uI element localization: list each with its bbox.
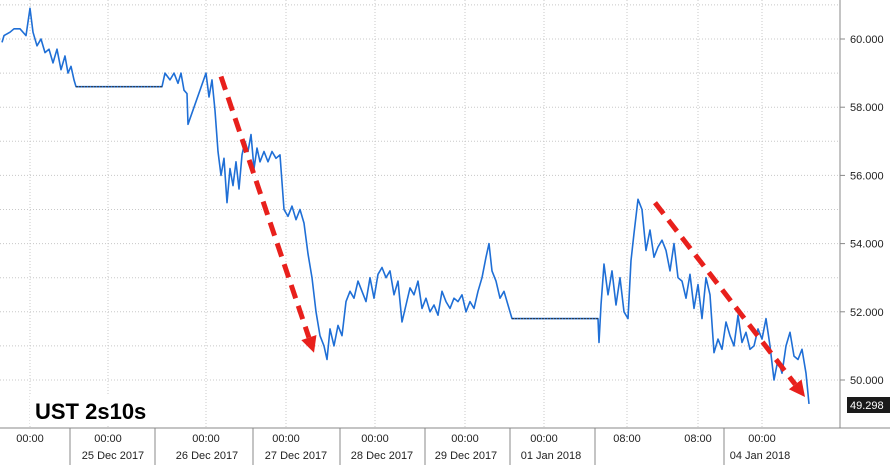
y-tick-label: 54.000 [850,239,884,251]
y-tick-label: 58.000 [850,102,884,114]
trend-arrows [218,75,805,398]
x-time-label: 00:00 [94,433,122,445]
series-layer [1,7,810,404]
x-date-label: 26 Dec 2017 [176,450,238,462]
x-time-label: 00:00 [272,433,300,445]
x-date-label: 28 Dec 2017 [351,450,413,462]
title-backdrop [30,396,202,426]
x-time-label: 00:00 [748,433,776,445]
x-date-label: 25 Dec 2017 [82,450,144,462]
trend-arrow-head [301,335,317,353]
gridlines [0,0,845,428]
y-tick-label: 50.000 [850,375,884,387]
trend-arrow-head [788,379,805,398]
y-tick-label: 56.000 [850,170,884,182]
x-time-label: 00:00 [361,433,389,445]
trend-arrow-shaft [653,201,798,386]
x-time-label: 00:00 [16,433,44,445]
x-time-label: 00:00 [451,433,479,445]
last-value-marker: 49.298 [847,397,890,413]
x-tick-labels: 00:00 00:00 00:00 00:00 00:00 00:00 00:00 08:00… [16,428,790,465]
last-value-label: 49.298 [850,400,884,412]
y-tick-label: 52.000 [850,307,884,319]
x-time-label: 00:00 [530,433,558,445]
x-time-label: 00:00 [192,433,220,445]
x-date-label: 01 Jan 2018 [521,450,582,462]
trend-arrow-shaft [218,75,312,339]
series-line [1,7,810,404]
axes [0,0,890,429]
x-date-label: 29 Dec 2017 [435,450,497,462]
y-tick-labels: 60.000 58.000 56.000 54.000 52.000 50.000 [850,34,884,387]
x-date-label: 04 Jan 2018 [730,450,791,462]
chart-title: UST 2s10s [35,399,146,424]
last-value-box [847,397,890,413]
y-tick-label: 60.000 [850,34,884,46]
x-time-label: 08:00 [684,433,712,445]
x-time-label: 08:00 [613,433,641,445]
x-date-label: 27 Dec 2017 [265,450,327,462]
